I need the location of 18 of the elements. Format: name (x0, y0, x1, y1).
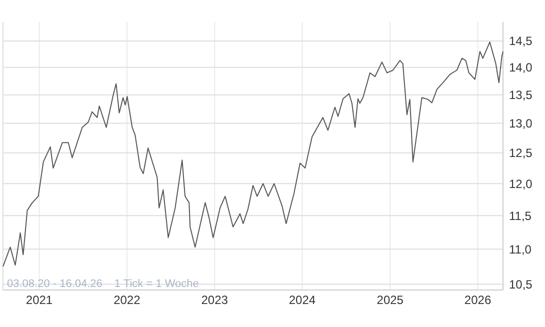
y-tick-label: 14,5 (509, 34, 533, 48)
x-tick-label: 2023 (201, 293, 228, 307)
y-tick-label: 11,5 (509, 208, 532, 223)
y-tick-label: 12,0 (509, 176, 533, 191)
line-series (2, 42, 504, 268)
annotation: 1 Tick = 1 Woche (114, 278, 199, 290)
y-tick-label: 11,0 (509, 242, 532, 256)
y-tick-label: 10,5 (509, 277, 533, 292)
y-tick-label: 13,0 (509, 116, 533, 130)
y-tick-label: 13,5 (509, 88, 533, 102)
x-tick-label: 2025 (376, 293, 404, 307)
annotation: 03.08.20 - 16.04.26 (7, 278, 102, 290)
y-tick-label: 14,0 (509, 60, 533, 75)
x-tick-label: 2026 (464, 293, 492, 307)
x-tick-label: 2024 (288, 293, 316, 307)
x-tick-label: 2021 (26, 293, 53, 307)
y-tick-label: 12,5 (509, 146, 533, 160)
x-tick-label: 2022 (114, 293, 141, 307)
